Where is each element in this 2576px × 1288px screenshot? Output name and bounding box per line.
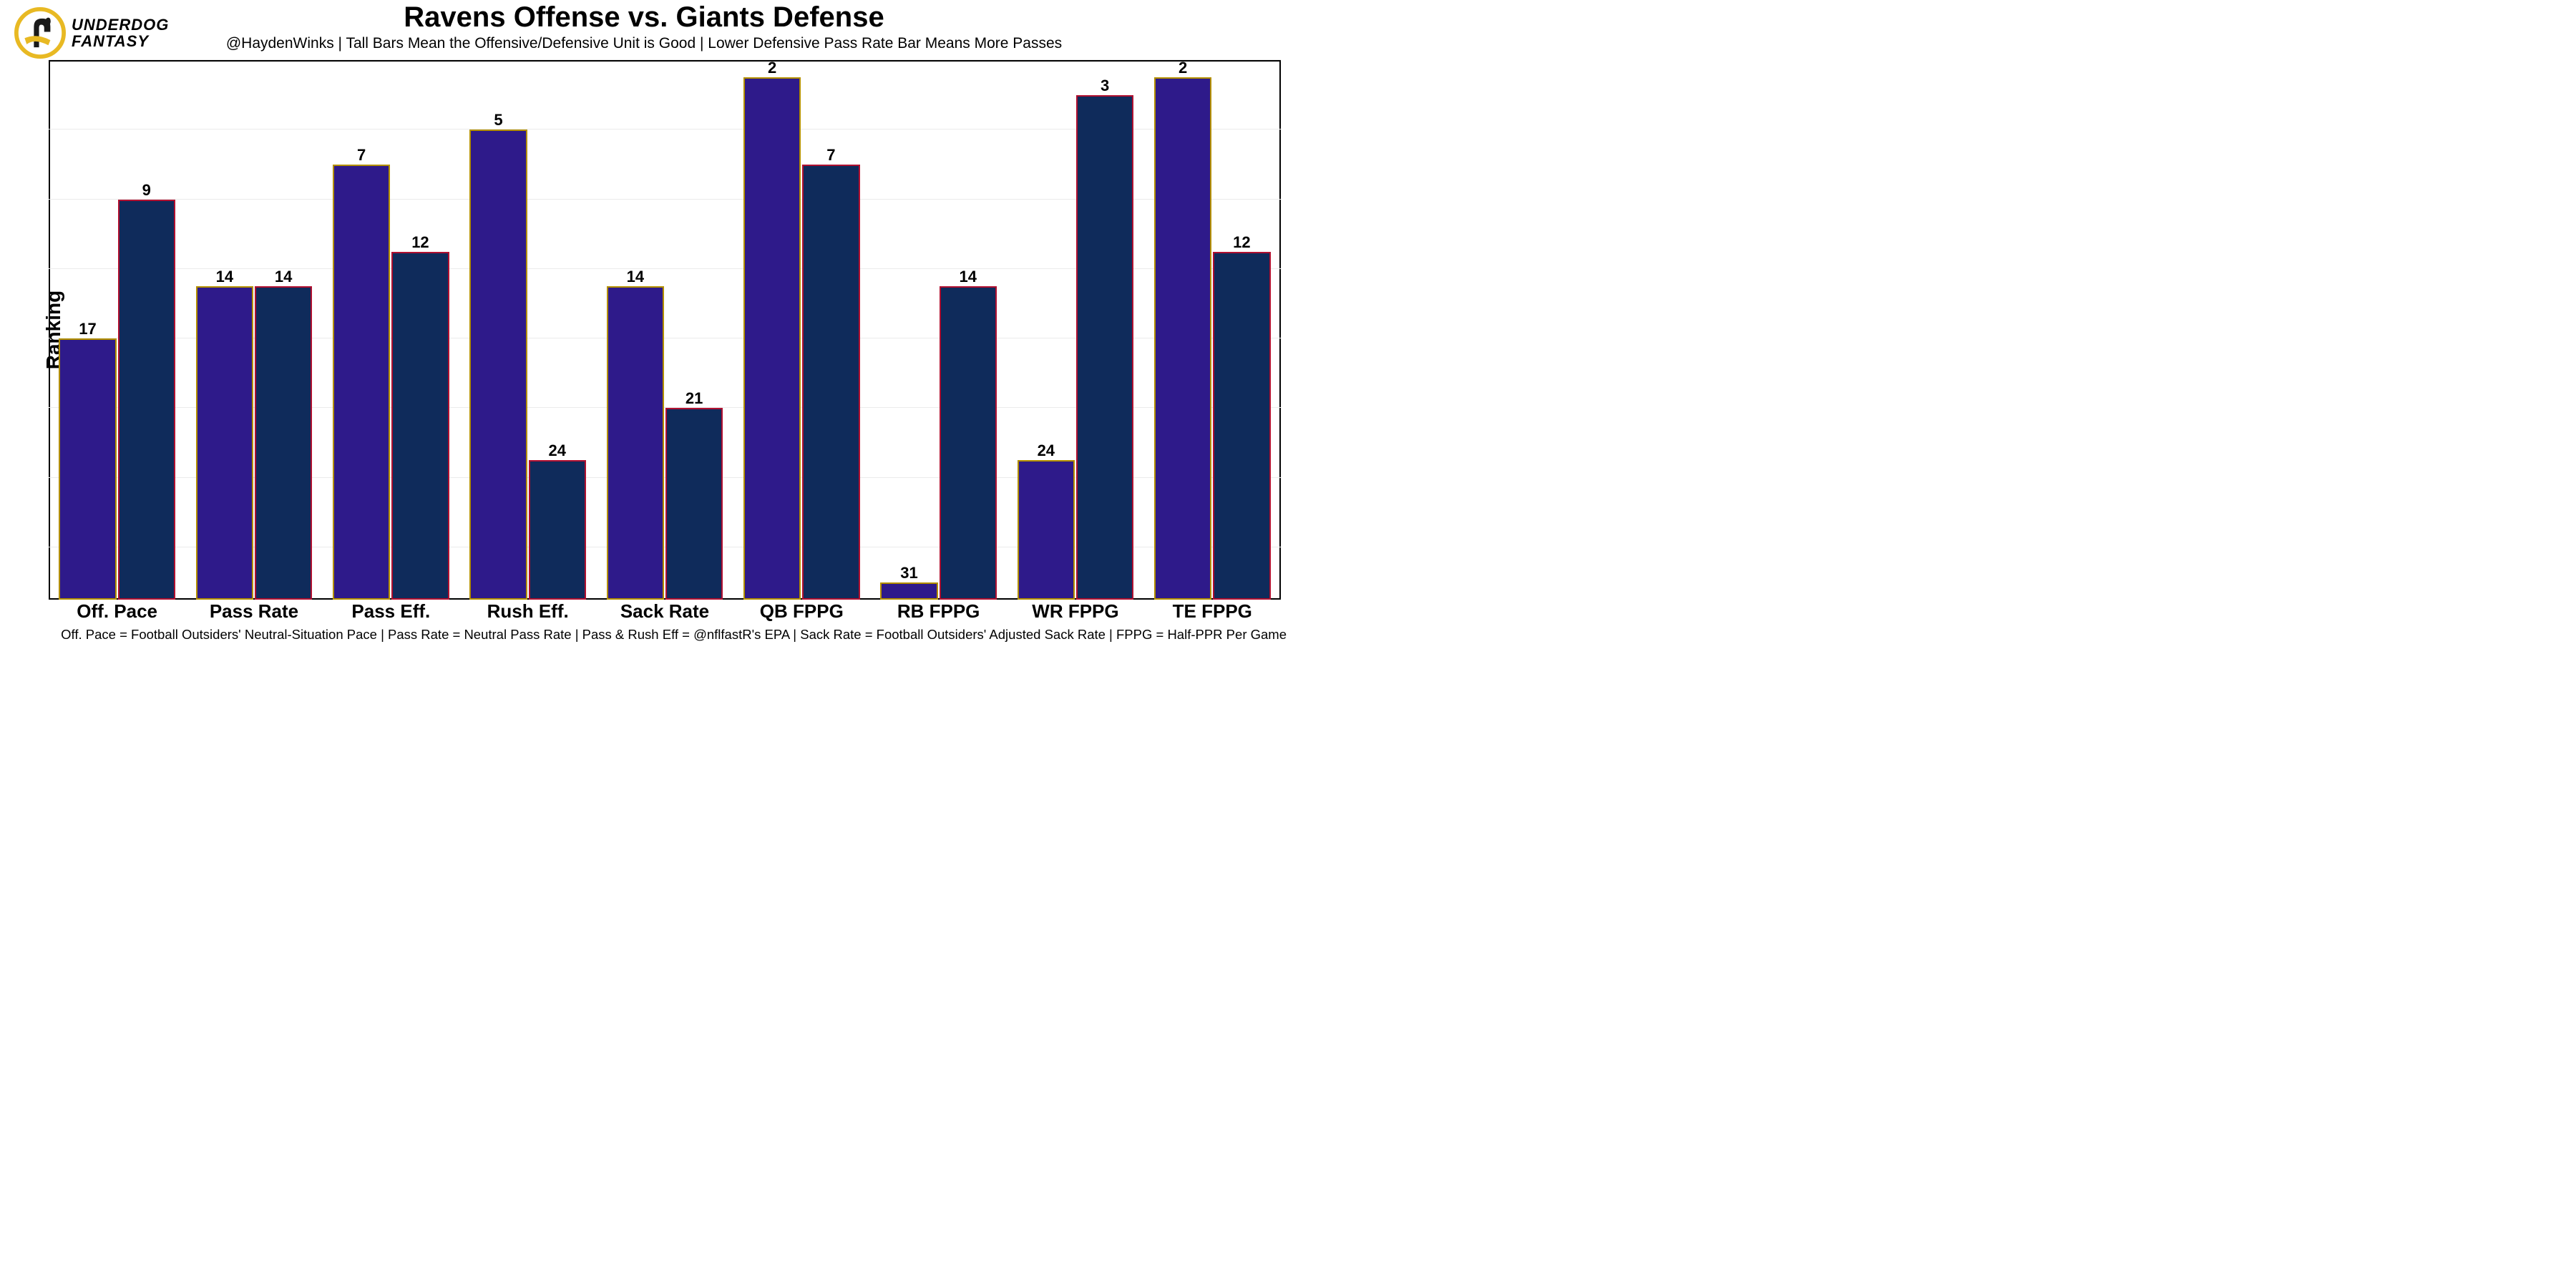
bar-value-label: 12 [393, 233, 447, 252]
chart-area: Ranking 17914147125241421273114243212 [49, 60, 1281, 600]
category-group: 212 [1144, 60, 1281, 600]
bar-value-label: 14 [256, 268, 311, 286]
bar-value-label: 2 [1156, 59, 1210, 77]
x-axis-tick-label: Off. Pace [49, 600, 185, 623]
bar-value-label: 14 [197, 268, 252, 286]
bar-defense: 24 [529, 460, 586, 600]
chart-title: Ravens Offense vs. Giants Defense [0, 1, 1288, 34]
bar-offense: 2 [1154, 77, 1211, 600]
bar-value-label: 5 [471, 111, 525, 130]
footnote: Off. Pace = Football Outsiders' Neutral-… [0, 627, 1287, 643]
bar-value-label: 2 [745, 59, 799, 77]
category-group: 179 [49, 60, 185, 600]
bar-value-label: 31 [882, 564, 936, 582]
category-group: 712 [323, 60, 459, 600]
bars-container: 17914147125241421273114243212 [49, 60, 1281, 600]
bar-value-label: 24 [530, 441, 585, 460]
category-group: 1421 [596, 60, 733, 600]
bar-value-label: 17 [60, 320, 114, 338]
title-block: Ravens Offense vs. Giants Defense @Hayde… [0, 1, 1288, 52]
bar-offense: 31 [880, 582, 937, 600]
bar-value-label: 9 [119, 181, 174, 200]
category-group: 243 [1007, 60, 1143, 600]
bar-offense: 2 [743, 77, 801, 600]
bar-value-label: 21 [667, 389, 721, 408]
bar-defense: 14 [255, 286, 312, 600]
bar-defense: 7 [802, 165, 859, 600]
x-axis-tick-label: Sack Rate [596, 600, 733, 623]
bar-defense: 12 [1213, 252, 1270, 600]
bar-value-label: 3 [1078, 77, 1132, 95]
x-axis-tick-label: RB FPPG [870, 600, 1007, 623]
x-axis-tick-label: WR FPPG [1007, 600, 1143, 623]
x-axis-tick-label: Pass Eff. [323, 600, 459, 623]
bar-offense: 24 [1018, 460, 1075, 600]
bar-offense: 17 [59, 338, 116, 600]
bar-defense: 12 [391, 252, 449, 600]
category-group: 524 [459, 60, 596, 600]
category-group: 3114 [870, 60, 1007, 600]
bar-offense: 14 [196, 286, 253, 600]
bar-value-label: 12 [1214, 233, 1269, 252]
x-axis-tick-label: Pass Rate [185, 600, 322, 623]
bar-defense: 21 [665, 408, 723, 600]
bar-value-label: 14 [608, 268, 663, 286]
x-axis-tick-label: TE FPPG [1144, 600, 1281, 623]
bar-value-label: 7 [334, 146, 389, 165]
chart-subtitle: @HaydenWinks | Tall Bars Mean the Offens… [0, 35, 1288, 52]
category-group: 27 [733, 60, 870, 600]
bar-value-label: 7 [804, 146, 858, 165]
bar-defense: 9 [118, 200, 175, 600]
x-axis-tick-label: QB FPPG [733, 600, 870, 623]
bar-offense: 5 [469, 130, 527, 600]
bar-defense: 3 [1076, 95, 1133, 600]
bar-value-label: 24 [1019, 441, 1073, 460]
x-axis-labels: Off. PacePass RatePass Eff.Rush Eff.Sack… [49, 600, 1281, 623]
x-axis-tick-label: Rush Eff. [459, 600, 596, 623]
bar-offense: 14 [607, 286, 664, 600]
bar-value-label: 14 [941, 268, 995, 286]
bar-defense: 14 [940, 286, 997, 600]
bar-offense: 7 [333, 165, 390, 600]
category-group: 1414 [185, 60, 322, 600]
